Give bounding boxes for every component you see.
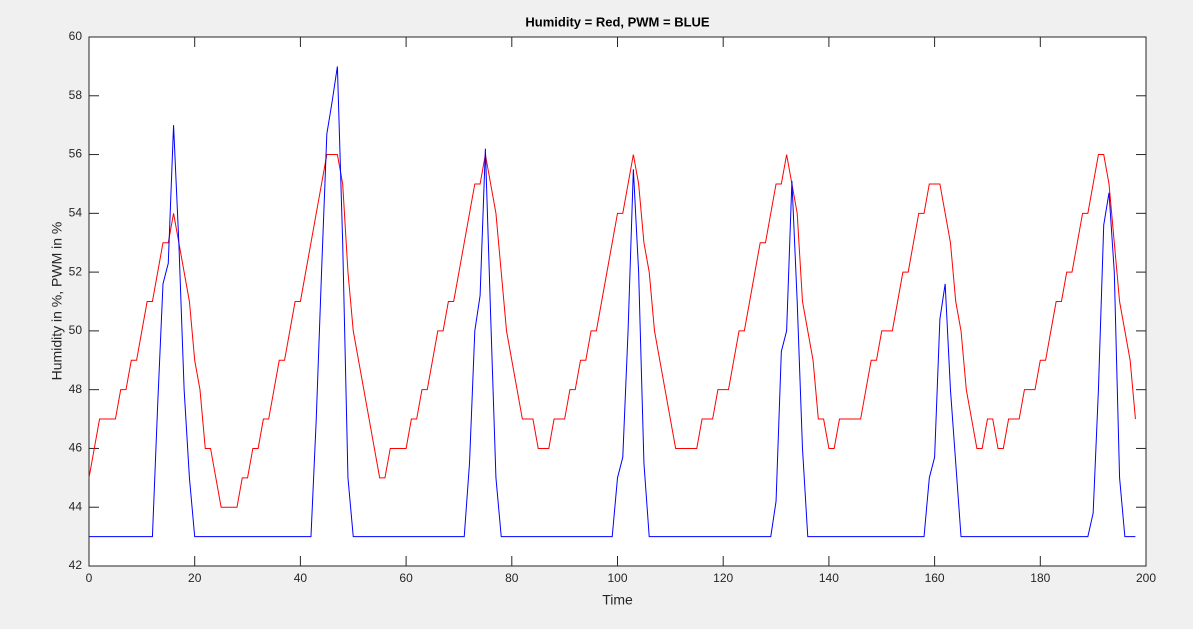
x-tick-label: 60 — [399, 571, 413, 585]
chart-title: Humidity = Red, PWM = BLUE — [525, 14, 710, 29]
x-tick-label: 160 — [925, 571, 945, 585]
y-tick-label: 54 — [69, 206, 83, 220]
x-tick-label: 80 — [505, 571, 519, 585]
y-tick-label: 56 — [69, 147, 83, 161]
x-tick-label: 40 — [294, 571, 308, 585]
x-tick-label: 20 — [188, 571, 202, 585]
y-axis-label: Humidity in %, PWM in % — [49, 222, 65, 381]
plot-area — [88, 36, 1147, 567]
x-tick-label: 100 — [607, 571, 627, 585]
x-tick-label: 140 — [819, 571, 839, 585]
data-line — [88, 154, 1136, 508]
y-tick-label: 58 — [69, 88, 83, 102]
x-tick-label: 120 — [713, 571, 733, 585]
y-tick-label: 46 — [69, 441, 83, 455]
data-line — [89, 66, 1136, 538]
x-axis-label: Time — [602, 592, 633, 608]
y-tick-label: 44 — [69, 499, 83, 513]
x-tick-label: 180 — [1030, 571, 1050, 585]
x-tick-label: 0 — [86, 571, 93, 585]
x-tick-label: 200 — [1136, 571, 1156, 585]
y-tick-label: 48 — [69, 382, 83, 396]
y-tick-label: 50 — [69, 323, 83, 337]
y-tick-label: 60 — [69, 29, 83, 43]
y-tick-label: 52 — [69, 264, 83, 278]
y-tick-label: 42 — [69, 558, 83, 572]
